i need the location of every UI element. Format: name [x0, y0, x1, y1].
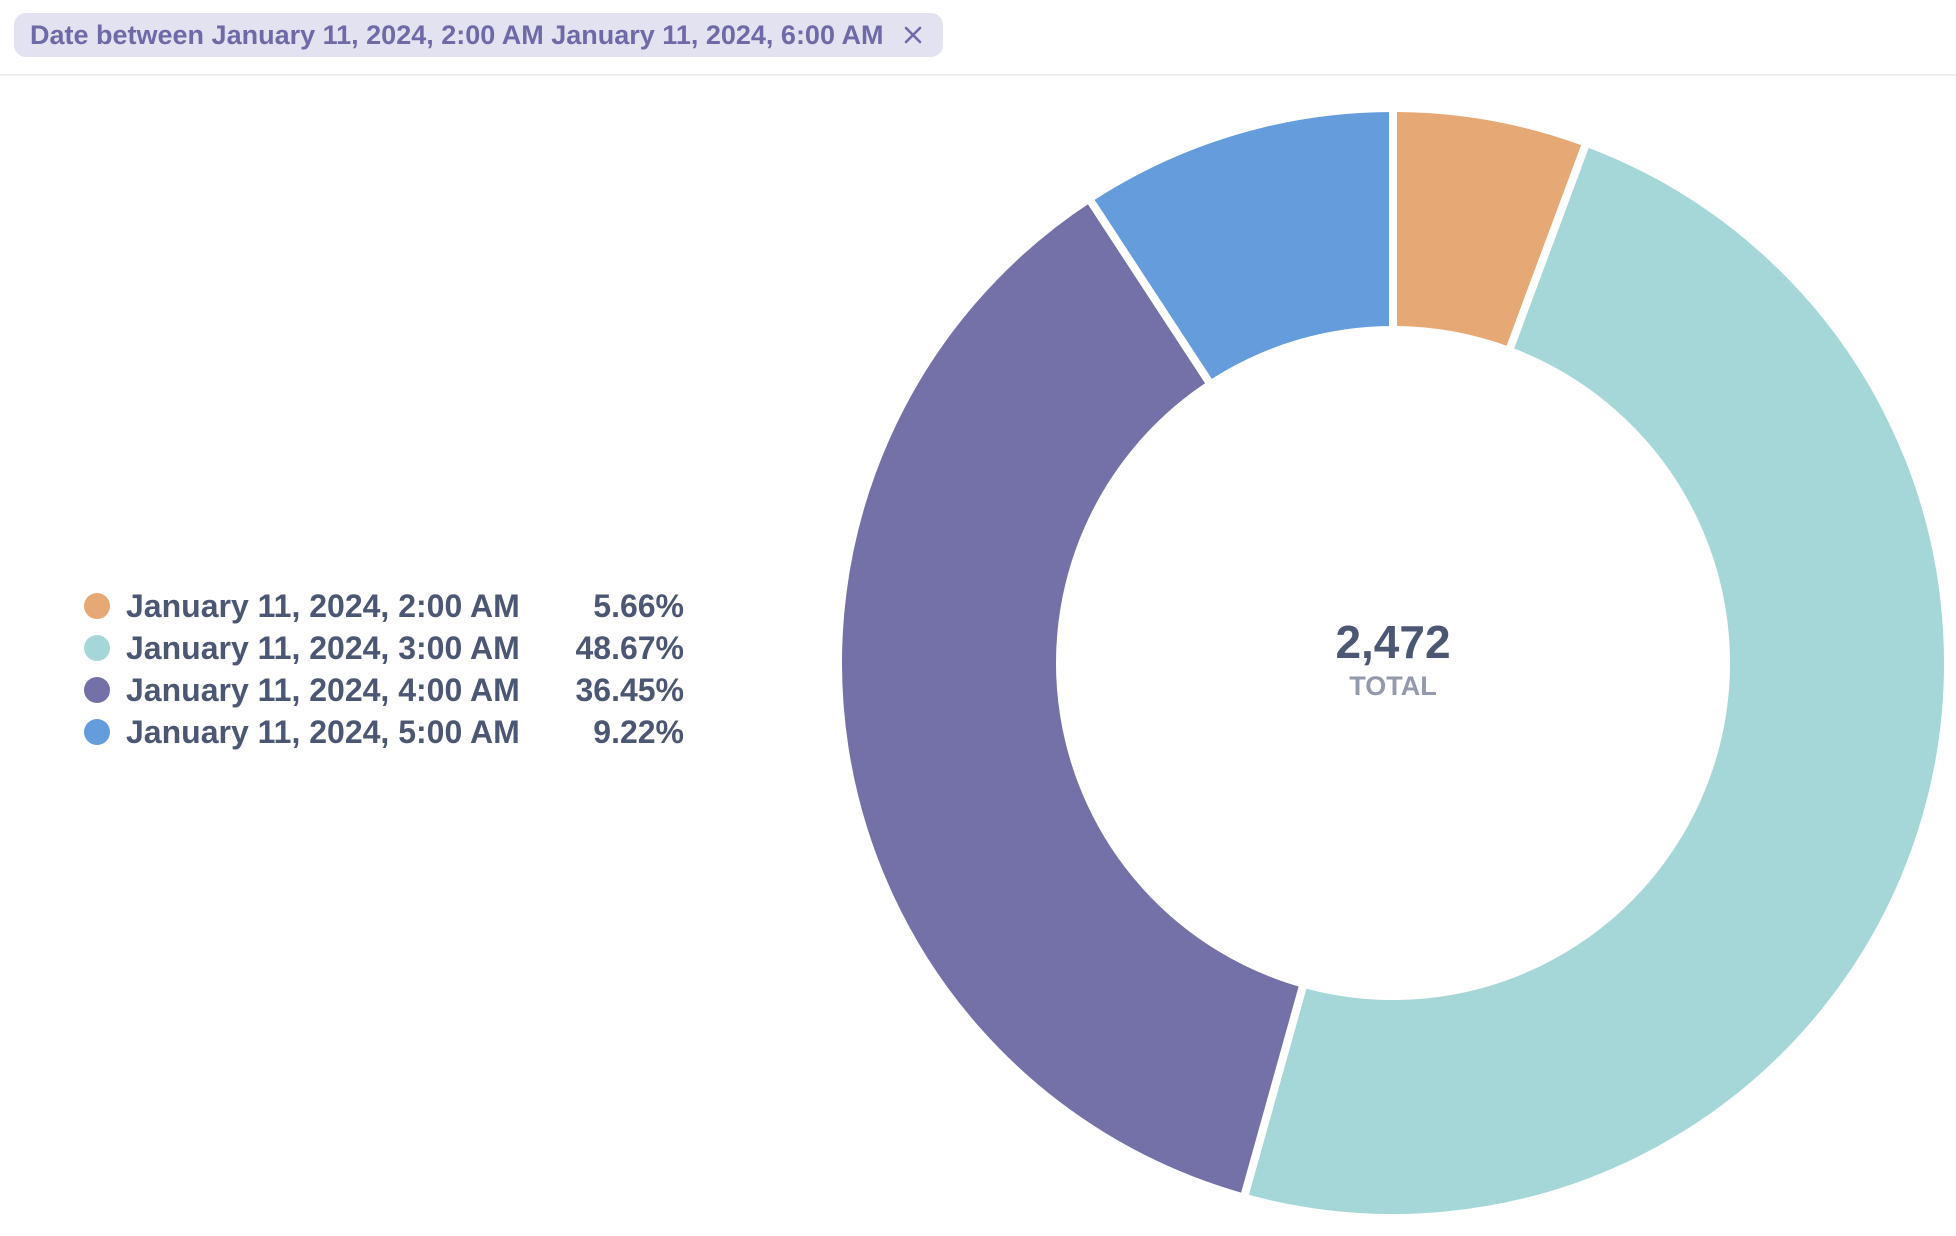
- legend-color-dot: [84, 593, 110, 619]
- total-label: TOTAL: [1349, 671, 1437, 701]
- legend-item[interactable]: January 11, 2024, 4:00 AM 36.45%: [84, 669, 684, 711]
- legend-percent: 48.67%: [575, 629, 684, 666]
- donut-chart: 2,472 TOTAL: [834, 103, 1946, 1216]
- legend-percent: 5.66%: [593, 587, 684, 624]
- filter-bar: Date between January 11, 2024, 2:00 AM J…: [0, 0, 1956, 76]
- legend-percent: 9.22%: [593, 713, 684, 750]
- legend-item[interactable]: January 11, 2024, 2:00 AM 5.66%: [84, 585, 684, 627]
- legend-label: January 11, 2024, 4:00 AM: [126, 671, 520, 708]
- legend-label: January 11, 2024, 2:00 AM: [126, 587, 520, 624]
- legend-color-dot: [84, 677, 110, 703]
- legend-percent: 36.45%: [575, 671, 684, 708]
- donut-slice[interactable]: [1238, 137, 1946, 1216]
- legend-item[interactable]: January 11, 2024, 3:00 AM 48.67%: [84, 627, 684, 669]
- donut-slice[interactable]: [834, 193, 1309, 1203]
- date-filter-label: Date between January 11, 2024, 2:00 AM J…: [30, 19, 884, 50]
- legend-item[interactable]: January 11, 2024, 5:00 AM 9.22%: [84, 711, 684, 753]
- total-value: 2,472: [1335, 616, 1450, 668]
- close-icon[interactable]: [901, 23, 925, 47]
- legend-label: January 11, 2024, 3:00 AM: [126, 629, 520, 666]
- donut-slice[interactable]: [1083, 103, 1397, 390]
- legend-color-dot: [84, 719, 110, 745]
- date-filter-pill[interactable]: Date between January 11, 2024, 2:00 AM J…: [14, 13, 944, 57]
- legend-label: January 11, 2024, 5:00 AM: [126, 713, 520, 750]
- legend-color-dot: [84, 635, 110, 661]
- chart-legend: January 11, 2024, 2:00 AM 5.66% January 11…: [84, 585, 684, 753]
